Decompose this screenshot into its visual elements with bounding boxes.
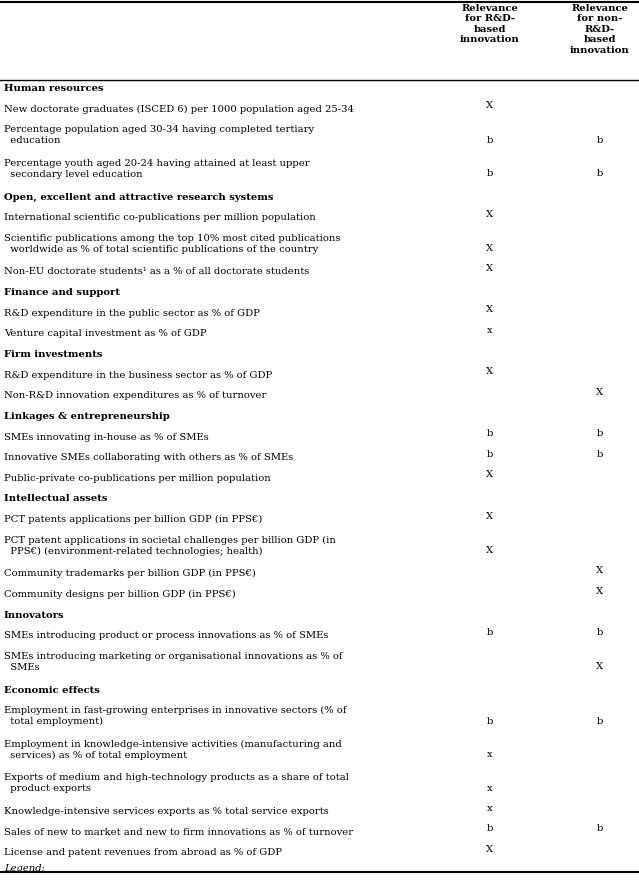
Text: x: x bbox=[487, 784, 493, 793]
Text: Community designs per billion GDP (in PPS€): Community designs per billion GDP (in PP… bbox=[4, 590, 236, 599]
Text: Innovative SMEs collaborating with others as % of SMEs: Innovative SMEs collaborating with other… bbox=[4, 453, 293, 462]
Text: b: b bbox=[597, 628, 603, 637]
Text: X: X bbox=[486, 210, 493, 219]
Text: R&D expenditure in the business sector as % of GDP: R&D expenditure in the business sector a… bbox=[4, 370, 272, 379]
Text: Scientific publications among the top 10% most cited publications
  worldwide as: Scientific publications among the top 10… bbox=[4, 234, 341, 253]
Text: Employment in fast-growing enterprises in innovative sectors (% of
  total emplo: Employment in fast-growing enterprises i… bbox=[4, 706, 346, 727]
Text: X: X bbox=[486, 470, 493, 479]
Text: Venture capital investment as % of GDP: Venture capital investment as % of GDP bbox=[4, 330, 206, 338]
Text: SMEs innovating in-house as % of SMEs: SMEs innovating in-house as % of SMEs bbox=[4, 432, 209, 441]
Text: PCT patents applications per billion GDP (in PPS€): PCT patents applications per billion GDP… bbox=[4, 515, 263, 525]
Text: Firm investments: Firm investments bbox=[4, 350, 102, 359]
Text: b: b bbox=[487, 450, 493, 459]
Text: International scientific co-publications per million population: International scientific co-publications… bbox=[4, 214, 316, 222]
Text: Sales of new to market and new to firm innovations as % of turnover: Sales of new to market and new to firm i… bbox=[4, 828, 353, 836]
Text: x: x bbox=[487, 750, 493, 759]
Text: SMEs introducing product or process innovations as % of SMEs: SMEs introducing product or process inno… bbox=[4, 632, 328, 641]
Text: Human resources: Human resources bbox=[4, 84, 104, 93]
Text: Linkages & entrepreneurship: Linkages & entrepreneurship bbox=[4, 412, 170, 421]
Text: R&D expenditure in the public sector as % of GDP: R&D expenditure in the public sector as … bbox=[4, 308, 260, 318]
Text: Finance and support: Finance and support bbox=[4, 288, 120, 297]
Text: Non-R&D innovation expenditures as % of turnover: Non-R&D innovation expenditures as % of … bbox=[4, 392, 266, 400]
Text: b: b bbox=[597, 169, 603, 178]
Text: b: b bbox=[487, 824, 493, 833]
Text: Exports of medium and high-technology products as a share of total
  product exp: Exports of medium and high-technology pr… bbox=[4, 773, 349, 793]
Text: Percentage youth aged 20-24 having attained at least upper
  secondary level edu: Percentage youth aged 20-24 having attai… bbox=[4, 159, 310, 179]
Text: Non-EU doctorate students¹ as a % of all doctorate students: Non-EU doctorate students¹ as a % of all… bbox=[4, 268, 309, 276]
Text: Community trademarks per billion GDP (in PPS€): Community trademarks per billion GDP (in… bbox=[4, 570, 256, 579]
Text: Relevance
for R&D-
based
innovation: Relevance for R&D- based innovation bbox=[460, 4, 520, 44]
Text: x: x bbox=[487, 804, 493, 812]
Text: Employment in knowledge-intensive activities (manufacturing and
  services) as %: Employment in knowledge-intensive activi… bbox=[4, 740, 342, 760]
Text: X: X bbox=[486, 101, 493, 110]
Text: X: X bbox=[486, 305, 493, 315]
Text: X: X bbox=[486, 511, 493, 521]
Text: X: X bbox=[486, 546, 493, 555]
Text: b: b bbox=[597, 429, 603, 438]
Text: b: b bbox=[487, 628, 493, 637]
Text: X: X bbox=[486, 367, 493, 377]
Text: Open, excellent and attractive research systems: Open, excellent and attractive research … bbox=[4, 192, 273, 201]
Text: Relevance
for non-
R&D-
based
innovation: Relevance for non- R&D- based innovation bbox=[570, 4, 630, 55]
Text: Innovators: Innovators bbox=[4, 610, 65, 619]
Text: Public-private co-publications per million population: Public-private co-publications per milli… bbox=[4, 474, 271, 483]
Text: x: x bbox=[487, 326, 493, 335]
Text: b: b bbox=[487, 136, 493, 144]
Text: Economic effects: Economic effects bbox=[4, 686, 100, 695]
Text: b: b bbox=[597, 824, 603, 833]
Text: License and patent revenues from abroad as % of GDP: License and patent revenues from abroad … bbox=[4, 849, 282, 858]
Text: Knowledge-intensive services exports as % total service exports: Knowledge-intensive services exports as … bbox=[4, 807, 328, 816]
Text: b: b bbox=[597, 136, 603, 144]
Text: X: X bbox=[596, 388, 604, 397]
Text: b: b bbox=[597, 450, 603, 459]
Text: Legend:: Legend: bbox=[4, 864, 45, 873]
Text: PCT patent applications in societal challenges per billion GDP (in
  PPS€) (envi: PCT patent applications in societal chal… bbox=[4, 536, 336, 556]
Text: X: X bbox=[486, 845, 493, 854]
Text: b: b bbox=[487, 169, 493, 178]
Text: Intellectual assets: Intellectual assets bbox=[4, 494, 107, 503]
Text: New doctorate graduates (ISCED 6) per 1000 population aged 25-34: New doctorate graduates (ISCED 6) per 10… bbox=[4, 105, 354, 113]
Text: X: X bbox=[596, 566, 604, 575]
Text: X: X bbox=[596, 662, 604, 672]
Text: b: b bbox=[487, 429, 493, 438]
Text: X: X bbox=[486, 264, 493, 273]
Text: X: X bbox=[596, 587, 604, 595]
Text: b: b bbox=[597, 717, 603, 726]
Text: SMEs introducing marketing or organisational innovations as % of
  SMEs: SMEs introducing marketing or organisati… bbox=[4, 652, 343, 672]
Text: X: X bbox=[486, 245, 493, 253]
Text: Percentage population aged 30-34 having completed tertiary
  education: Percentage population aged 30-34 having … bbox=[4, 125, 314, 145]
Text: b: b bbox=[487, 717, 493, 726]
